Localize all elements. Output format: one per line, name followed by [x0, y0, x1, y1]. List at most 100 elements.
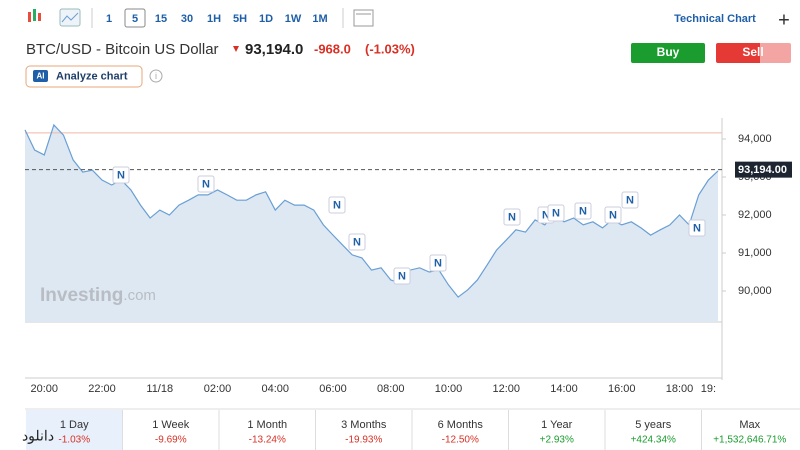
news-marker-label: N — [542, 209, 550, 221]
x-tick-label: 18:00 — [666, 383, 694, 395]
performance-change: +2.93% — [540, 435, 574, 446]
line-icon[interactable] — [59, 8, 81, 27]
news-marker[interactable] — [604, 206, 622, 224]
performance-period[interactable]: 1 Week — [152, 419, 190, 431]
news-marker[interactable] — [328, 196, 346, 214]
y-tick-label: 91,000 — [738, 247, 772, 259]
news-marker-label: N — [353, 236, 361, 248]
line-icon-glyph — [61, 12, 79, 23]
price-area — [25, 124, 718, 322]
news-marker[interactable] — [574, 202, 592, 220]
news-marker[interactable] — [348, 233, 366, 251]
analyze-chart-label: Analyze chart — [56, 70, 128, 82]
performance-period[interactable]: Max — [739, 419, 760, 431]
candle-icon[interactable] — [28, 9, 41, 22]
news-marker-label: N — [552, 207, 560, 219]
news-marker-label: N — [117, 169, 125, 181]
performance-period[interactable]: 6 Months — [438, 419, 484, 431]
x-tick-label: 12:00 — [492, 383, 520, 395]
news-marker[interactable] — [112, 166, 130, 184]
news-marker[interactable] — [688, 219, 706, 237]
current-price-label: 93,194.00 — [738, 164, 787, 176]
news-marker-label: N — [398, 270, 406, 282]
watermark: Investing.com — [40, 285, 156, 306]
news-marker-label: N — [508, 211, 516, 223]
y-tick-label: 90,000 — [738, 285, 772, 297]
interval-button[interactable]: 15 — [155, 13, 167, 25]
sell-label: Sell — [742, 45, 763, 59]
x-tick-label: 02:00 — [204, 383, 232, 395]
overlay-text: دانلود — [22, 428, 54, 445]
performance-period[interactable]: 1 Month — [247, 419, 287, 431]
news-marker-label: N — [693, 222, 701, 234]
calendar-icon[interactable] — [353, 9, 374, 27]
performance-period[interactable]: 1 Day — [60, 419, 89, 431]
news-marker-label: N — [579, 205, 587, 217]
x-tick-label: 16:00 — [608, 383, 636, 395]
x-tick-label: 14:00 — [550, 383, 578, 395]
news-marker-label: N — [202, 178, 210, 190]
price: 93,194.0 — [245, 41, 303, 58]
add-button[interactable]: + — [778, 9, 790, 31]
performance-change: -12.50% — [442, 435, 479, 446]
news-marker[interactable] — [393, 267, 411, 285]
performance-period[interactable]: 5 years — [635, 419, 672, 431]
performance-change: +1,532,646.71% — [713, 435, 786, 446]
performance-period[interactable]: 1 Year — [541, 419, 573, 431]
news-marker[interactable] — [503, 208, 521, 226]
performance-change: +424.34% — [631, 435, 676, 446]
plot: 90,00091,00092,00093,00094,000Investing.… — [24, 123, 792, 395]
x-tick-label: 06:00 — [319, 383, 347, 395]
watermark-part: .com — [123, 287, 156, 304]
performance-change: -19.93% — [345, 435, 382, 446]
interval-button[interactable]: 5H — [233, 13, 247, 25]
analyze-chart-button[interactable] — [25, 65, 143, 88]
performance-change: -13.24% — [249, 435, 286, 446]
watermark-part: Investing — [40, 285, 123, 306]
x-tick-label: 11/18 — [146, 383, 173, 395]
news-marker-label: N — [609, 209, 617, 221]
news-marker-label: N — [333, 199, 341, 211]
performance-change: -1.03% — [58, 435, 90, 446]
x-tick-label: 10:00 — [435, 383, 463, 395]
buy-button[interactable] — [631, 43, 705, 63]
price-line — [24, 123, 719, 298]
price-change: -968.0 — [314, 41, 351, 56]
side-overlay — [760, 40, 800, 70]
x-tick-label: 19: — [701, 383, 716, 395]
news-marker[interactable] — [429, 254, 447, 272]
interval-button[interactable]: 30 — [181, 13, 193, 25]
buy-label: Buy — [657, 45, 680, 59]
interval-button[interactable]: 1M — [312, 13, 327, 25]
interval-active — [124, 8, 146, 28]
info-icon-glyph: i — [155, 71, 157, 81]
interval-button[interactable]: 1H — [207, 13, 221, 25]
performance-row: 1 Day -1.03% 1 Week -9.69% 1 Month -13.24% 3 M… — [26, 410, 786, 450]
performance-period[interactable]: 3 Months — [341, 419, 387, 431]
news-marker-label: N — [434, 257, 442, 269]
instrument-name: BTC/USD - Bitcoin US Dollar — [26, 41, 219, 58]
interval-button[interactable]: 1W — [285, 13, 302, 25]
news-marker[interactable] — [197, 175, 215, 193]
y-tick-label: 92,000 — [738, 209, 772, 221]
x-tick-label: 22:00 — [88, 383, 116, 395]
ai-badge-text: AI — [37, 72, 45, 81]
x-tick-label: 20:00 — [30, 383, 58, 395]
info-icon[interactable] — [149, 69, 163, 83]
performance-change: -9.69% — [155, 435, 187, 446]
price-change-pct: (-1.03%) — [365, 41, 415, 56]
news-marker[interactable] — [621, 191, 639, 209]
news-marker-label: N — [626, 194, 634, 206]
interval-button[interactable]: 1 — [106, 13, 112, 25]
ai-badge — [33, 70, 48, 82]
news-marker[interactable] — [547, 204, 565, 222]
down-arrow — [233, 46, 239, 52]
x-tick-label: 04:00 — [261, 383, 289, 395]
current-price-box — [735, 161, 792, 178]
interval-button[interactable]: 5 — [132, 13, 138, 25]
interval-button[interactable]: 1D — [259, 13, 273, 25]
technical-chart-link[interactable]: Technical Chart — [674, 13, 756, 25]
performance-active — [26, 410, 123, 450]
